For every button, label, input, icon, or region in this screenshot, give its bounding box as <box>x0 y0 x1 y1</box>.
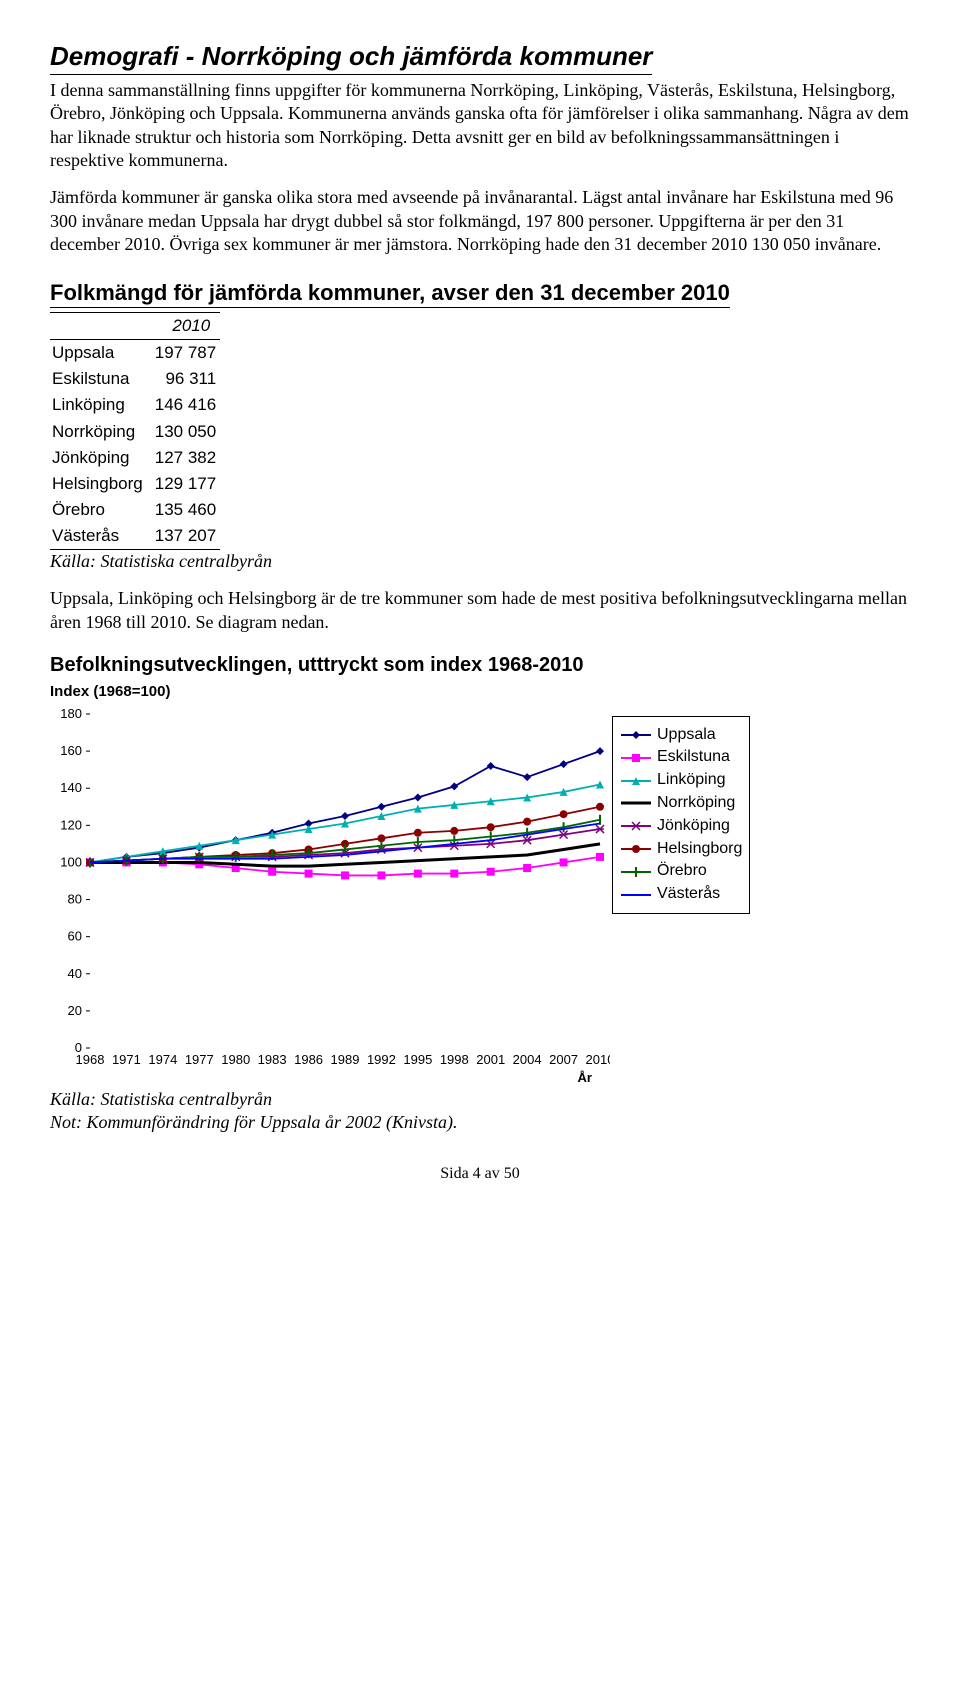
population-table: 2010 Uppsala197 787Eskilstuna96 311Linkö… <box>50 312 220 550</box>
page-footer: Sida 4 av 50 <box>50 1164 910 1185</box>
table-row: Västerås137 207 <box>50 523 220 550</box>
chart-note: Not: Kommunförändring för Uppsala år 200… <box>50 1111 910 1134</box>
page-title: Demografi - Norrköping och jämförda komm… <box>50 40 652 75</box>
svg-text:2001: 2001 <box>476 1052 505 1067</box>
chart-title: Befolkningsutvecklingen, utttryckt som i… <box>50 652 910 678</box>
svg-text:1968: 1968 <box>76 1052 105 1067</box>
svg-text:År: År <box>578 1070 592 1085</box>
svg-text:1986: 1986 <box>294 1052 323 1067</box>
legend-item: Eskilstuna <box>621 747 739 768</box>
paragraph-2: Jämförda kommuner är ganska olika stora … <box>50 186 910 256</box>
table-title: Folkmängd för jämförda kommuner, avser d… <box>50 279 730 309</box>
svg-text:60: 60 <box>68 928 82 943</box>
table-row: Linköping146 416 <box>50 392 220 418</box>
legend-item: Västerås <box>621 884 739 905</box>
svg-text:2004: 2004 <box>513 1052 542 1067</box>
svg-text:1971: 1971 <box>112 1052 141 1067</box>
svg-text:160: 160 <box>60 743 82 758</box>
chart-legend: UppsalaEskilstunaLinköpingNorrköpingJönk… <box>612 716 750 914</box>
table-row: Uppsala197 787 <box>50 340 220 367</box>
table-year-header: 2010 <box>153 313 220 340</box>
svg-text:1974: 1974 <box>148 1052 177 1067</box>
legend-item: Örebro <box>621 861 739 882</box>
table-row: Norrköping130 050 <box>50 419 220 445</box>
svg-text:40: 40 <box>68 965 82 980</box>
svg-text:1983: 1983 <box>258 1052 287 1067</box>
legend-item: Jönköping <box>621 816 739 837</box>
svg-text:2010: 2010 <box>586 1052 610 1067</box>
svg-text:1989: 1989 <box>331 1052 360 1067</box>
legend-item: Uppsala <box>621 725 739 746</box>
legend-item: Norrköping <box>621 793 739 814</box>
svg-text:120: 120 <box>60 817 82 832</box>
table-source: Källa: Statistiska centralbyrån <box>50 550 910 573</box>
svg-text:1998: 1998 <box>440 1052 469 1067</box>
legend-item: Linköping <box>621 770 739 791</box>
svg-text:180: 180 <box>60 708 82 721</box>
table-row: Eskilstuna96 311 <box>50 366 220 392</box>
svg-text:1977: 1977 <box>185 1052 214 1067</box>
svg-text:1980: 1980 <box>221 1052 250 1067</box>
svg-text:100: 100 <box>60 854 82 869</box>
paragraph-1: I denna sammanställning finns uppgifter … <box>50 79 910 173</box>
table-row: Örebro135 460 <box>50 497 220 523</box>
chart-source: Källa: Statistiska centralbyrån <box>50 1088 910 1111</box>
legend-item: Helsingborg <box>621 839 739 860</box>
table-row: Jönköping127 382 <box>50 445 220 471</box>
svg-text:140: 140 <box>60 780 82 795</box>
table-row: Helsingborg129 177 <box>50 471 220 497</box>
paragraph-3: Uppsala, Linköping och Helsingborg är de… <box>50 587 910 634</box>
svg-text:2007: 2007 <box>549 1052 578 1067</box>
svg-text:1995: 1995 <box>403 1052 432 1067</box>
svg-text:20: 20 <box>68 1003 82 1018</box>
svg-text:80: 80 <box>68 891 82 906</box>
population-chart: 0204060801001201401601801968197119741977… <box>50 708 610 1088</box>
svg-text:1992: 1992 <box>367 1052 396 1067</box>
y-axis-label: Index (1968=100) <box>50 682 910 702</box>
